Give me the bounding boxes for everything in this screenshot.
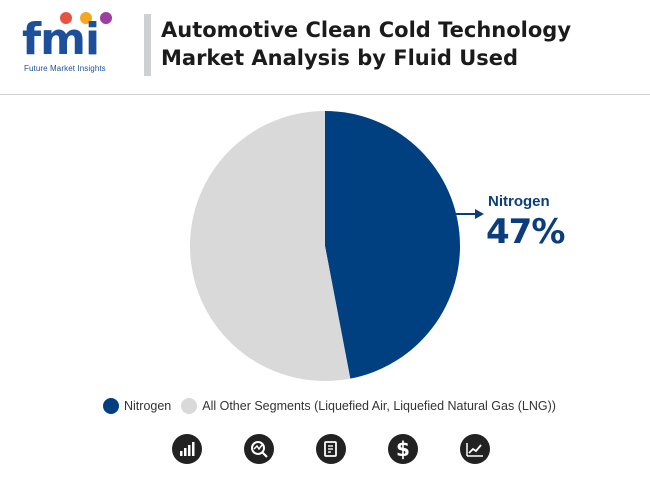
dollar-icon: $ — [388, 434, 418, 464]
legend-item-other: All Other Segments (Liquefied Air, Lique… — [181, 398, 556, 414]
pie-slice-nitrogen — [325, 111, 461, 379]
line-chart-icon — [460, 434, 490, 464]
legend-label: Nitrogen — [124, 399, 172, 413]
logo-dot-icon — [100, 12, 112, 24]
magnifier-chart-icon — [244, 434, 274, 464]
logo-dot-icon — [60, 12, 72, 24]
document-icon — [316, 434, 346, 464]
callout-label: Nitrogen — [488, 193, 550, 210]
logo-dot-icon — [80, 12, 92, 24]
fmi-logo: fmi Future Market Insights — [22, 12, 132, 76]
title-divider — [144, 14, 151, 76]
pie-slice-other — [189, 111, 351, 381]
logo-subtitle: Future Market Insights — [24, 64, 106, 73]
callout-arrow-head — [475, 209, 484, 219]
title-line-1: Automotive Clean Cold Technology — [161, 18, 572, 42]
pie-chart — [189, 111, 484, 381]
page-title: Automotive Clean Cold Technology Market … — [161, 16, 571, 72]
legend-label: All Other Segments (Liquefied Air, Lique… — [202, 399, 556, 413]
header: fmi Future Market Insights Automotive Cl… — [0, 0, 650, 94]
chart-legend: Nitrogen All Other Segments (Liquefied A… — [103, 398, 566, 414]
bar-chart-icon — [172, 434, 202, 464]
callout-value: 47% — [486, 212, 565, 252]
header-divider — [0, 94, 650, 95]
logo-wordmark: fmi — [22, 14, 100, 65]
legend-swatch — [103, 398, 119, 414]
title-line-2: Market Analysis by Fluid Used — [161, 46, 519, 70]
footer-icon-row: $ — [0, 434, 650, 470]
legend-item-nitrogen: Nitrogen — [103, 398, 171, 414]
legend-swatch — [181, 398, 198, 414]
